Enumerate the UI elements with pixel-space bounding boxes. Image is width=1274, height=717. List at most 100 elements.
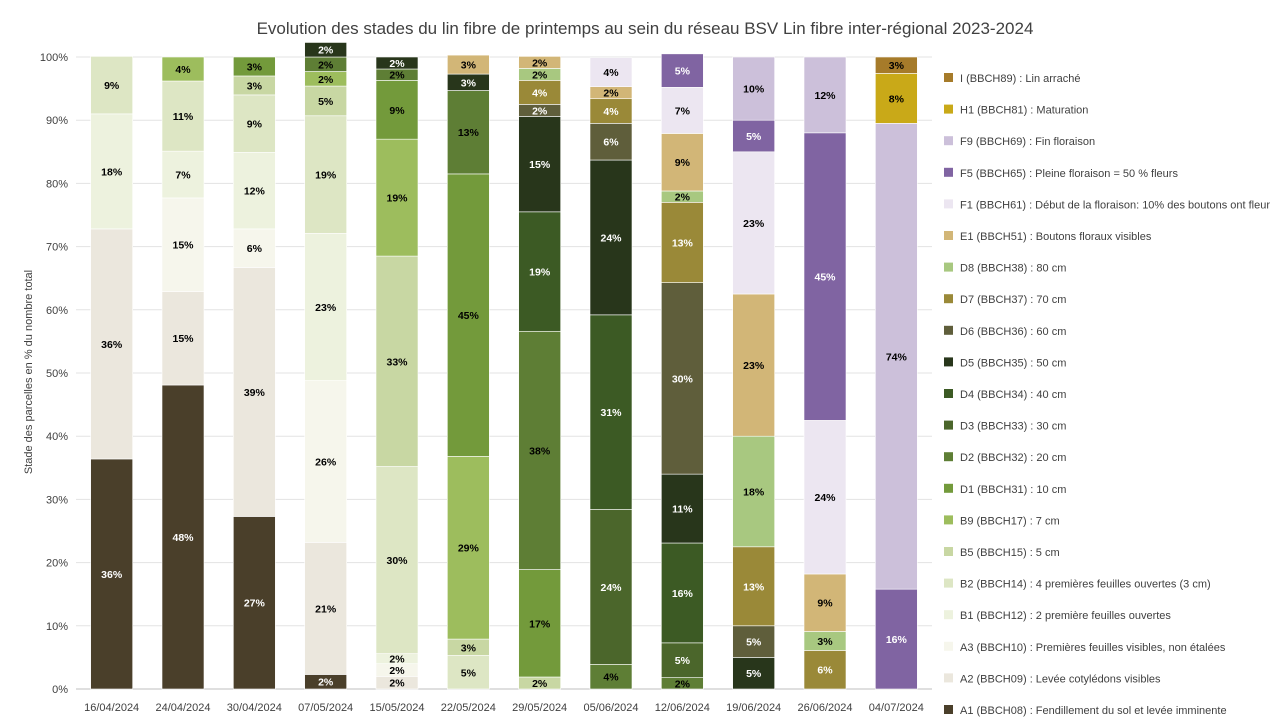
legend-label: B5 (BBCH15) : 5 cm	[960, 547, 1060, 559]
x-tick-label: 16/04/2024	[84, 702, 139, 714]
data-label: 2%	[532, 105, 548, 117]
bar-segment	[875, 123, 918, 590]
bar-segment	[803, 132, 847, 421]
y-tick-label: 90%	[46, 115, 68, 127]
bar-segment	[518, 56, 561, 69]
bar-segment	[304, 42, 347, 58]
legend-swatch	[944, 452, 953, 462]
data-label: 2%	[389, 654, 405, 666]
bar-segment	[233, 267, 276, 517]
bar-segment	[732, 546, 775, 627]
data-label: 5%	[461, 667, 477, 679]
data-label: 12%	[814, 90, 836, 102]
bar-segment	[732, 625, 775, 658]
bar-segment	[589, 123, 633, 161]
data-label: 8%	[889, 93, 905, 105]
legend-swatch	[944, 167, 953, 177]
data-label: 2%	[532, 57, 548, 69]
x-tick-label: 24/04/2024	[155, 702, 210, 714]
data-label: 9%	[817, 598, 833, 610]
data-label: 3%	[889, 60, 905, 72]
bar-segment	[233, 228, 276, 268]
data-label: 17%	[529, 618, 551, 630]
data-label: 23%	[743, 360, 765, 372]
bar-segment	[447, 54, 490, 75]
data-label: 5%	[746, 131, 762, 143]
legend-label: D3 (BBCH33) : 30 cm	[960, 421, 1066, 433]
data-label: 10%	[743, 84, 765, 96]
legend-swatch	[944, 357, 953, 367]
data-label: 2%	[318, 74, 334, 86]
legend-label: A1 (BBCH08) : Fendillement du sol et lev…	[960, 705, 1227, 717]
data-label: 3%	[461, 77, 477, 89]
bar-segment	[375, 138, 419, 257]
data-label: 3%	[461, 642, 477, 654]
y-tick-label: 10%	[46, 621, 68, 633]
bar-segment	[803, 56, 847, 134]
legend-swatch	[944, 389, 953, 398]
data-label: 30%	[672, 373, 694, 385]
data-label: 23%	[315, 302, 337, 314]
bar-segment	[161, 384, 205, 690]
legend-label: H1 (BBCH81) : Maturation	[960, 105, 1088, 117]
data-label: 24%	[600, 232, 622, 244]
bar-segment	[661, 53, 704, 88]
data-label: 5%	[675, 66, 691, 78]
x-tick-label: 07/05/2024	[298, 702, 353, 714]
data-label: 15%	[529, 159, 551, 171]
bar-segment	[875, 588, 918, 690]
data-label: 27%	[244, 598, 266, 610]
data-label: 7%	[175, 170, 191, 182]
bar-segment	[161, 80, 205, 152]
y-tick-label: 100%	[40, 52, 68, 64]
legend-label: D1 (BBCH31) : 10 cm	[960, 484, 1066, 496]
bar-segment	[661, 542, 704, 644]
x-tick-label: 12/06/2024	[655, 702, 710, 714]
y-axis-ticks: 0% 10% 20% 30% 40% 50% 60% 70% 80% 90% 100%	[40, 52, 68, 696]
data-label: 2%	[318, 677, 334, 689]
legend-label: D5 (BBCH35) : 50 cm	[960, 357, 1066, 369]
bar-segment	[661, 473, 704, 544]
data-label: 36%	[101, 339, 123, 351]
bar-segment	[875, 56, 918, 74]
data-label: 2%	[389, 678, 405, 690]
data-label: 2%	[675, 678, 691, 690]
data-label: 11%	[672, 504, 693, 516]
data-label: 15%	[172, 333, 194, 345]
x-tick-label: 22/05/2024	[441, 702, 496, 714]
legend-swatch	[944, 199, 953, 209]
data-label: 26%	[315, 456, 337, 468]
x-tick-label: 26/06/2024	[797, 702, 852, 714]
data-label: 36%	[101, 569, 123, 581]
bar-segment	[661, 282, 704, 475]
data-label: 39%	[244, 387, 266, 399]
legend-swatch	[944, 73, 953, 82]
legend-label: B9 (BBCH17) : 7 cm	[960, 515, 1060, 527]
data-label: 4%	[603, 67, 619, 79]
x-axis-ticks: 16/04/2024 24/04/2024 30/04/2024 07/05/2024…	[84, 702, 924, 714]
legend-swatch	[944, 578, 953, 588]
data-label: 29%	[458, 543, 480, 555]
data-label: 12%	[244, 186, 266, 198]
legend-label: D4 (BBCH34) : 40 cm	[960, 389, 1066, 401]
data-label: 2%	[318, 59, 334, 71]
data-label: 45%	[814, 272, 836, 284]
data-label: 4%	[175, 64, 191, 76]
bar-segment	[375, 466, 419, 654]
legend-label: F5 (BBCH65) : Pleine floraison = 50 % fl…	[960, 168, 1178, 180]
legend-label: F9 (BBCH69) : Fin floraison	[960, 136, 1095, 148]
data-label: 3%	[247, 61, 263, 73]
y-tick-label: 0%	[52, 684, 68, 696]
data-label: 2%	[389, 665, 405, 677]
data-label: 31%	[600, 407, 622, 419]
bar-segment	[518, 116, 561, 213]
legend-swatch	[944, 515, 953, 525]
y-tick-label: 20%	[46, 558, 68, 570]
data-label: 11%	[173, 111, 194, 123]
data-label: 16%	[886, 634, 908, 646]
bars: 36% 36% 18% 9% 48% 15% 15% 7% 11% 4% 27% 39% 6% 12% 9%…	[90, 42, 918, 690]
bar-segment	[90, 113, 133, 230]
data-label: 6%	[247, 243, 263, 255]
data-label: 7%	[675, 105, 691, 117]
data-label: 13%	[458, 127, 480, 139]
